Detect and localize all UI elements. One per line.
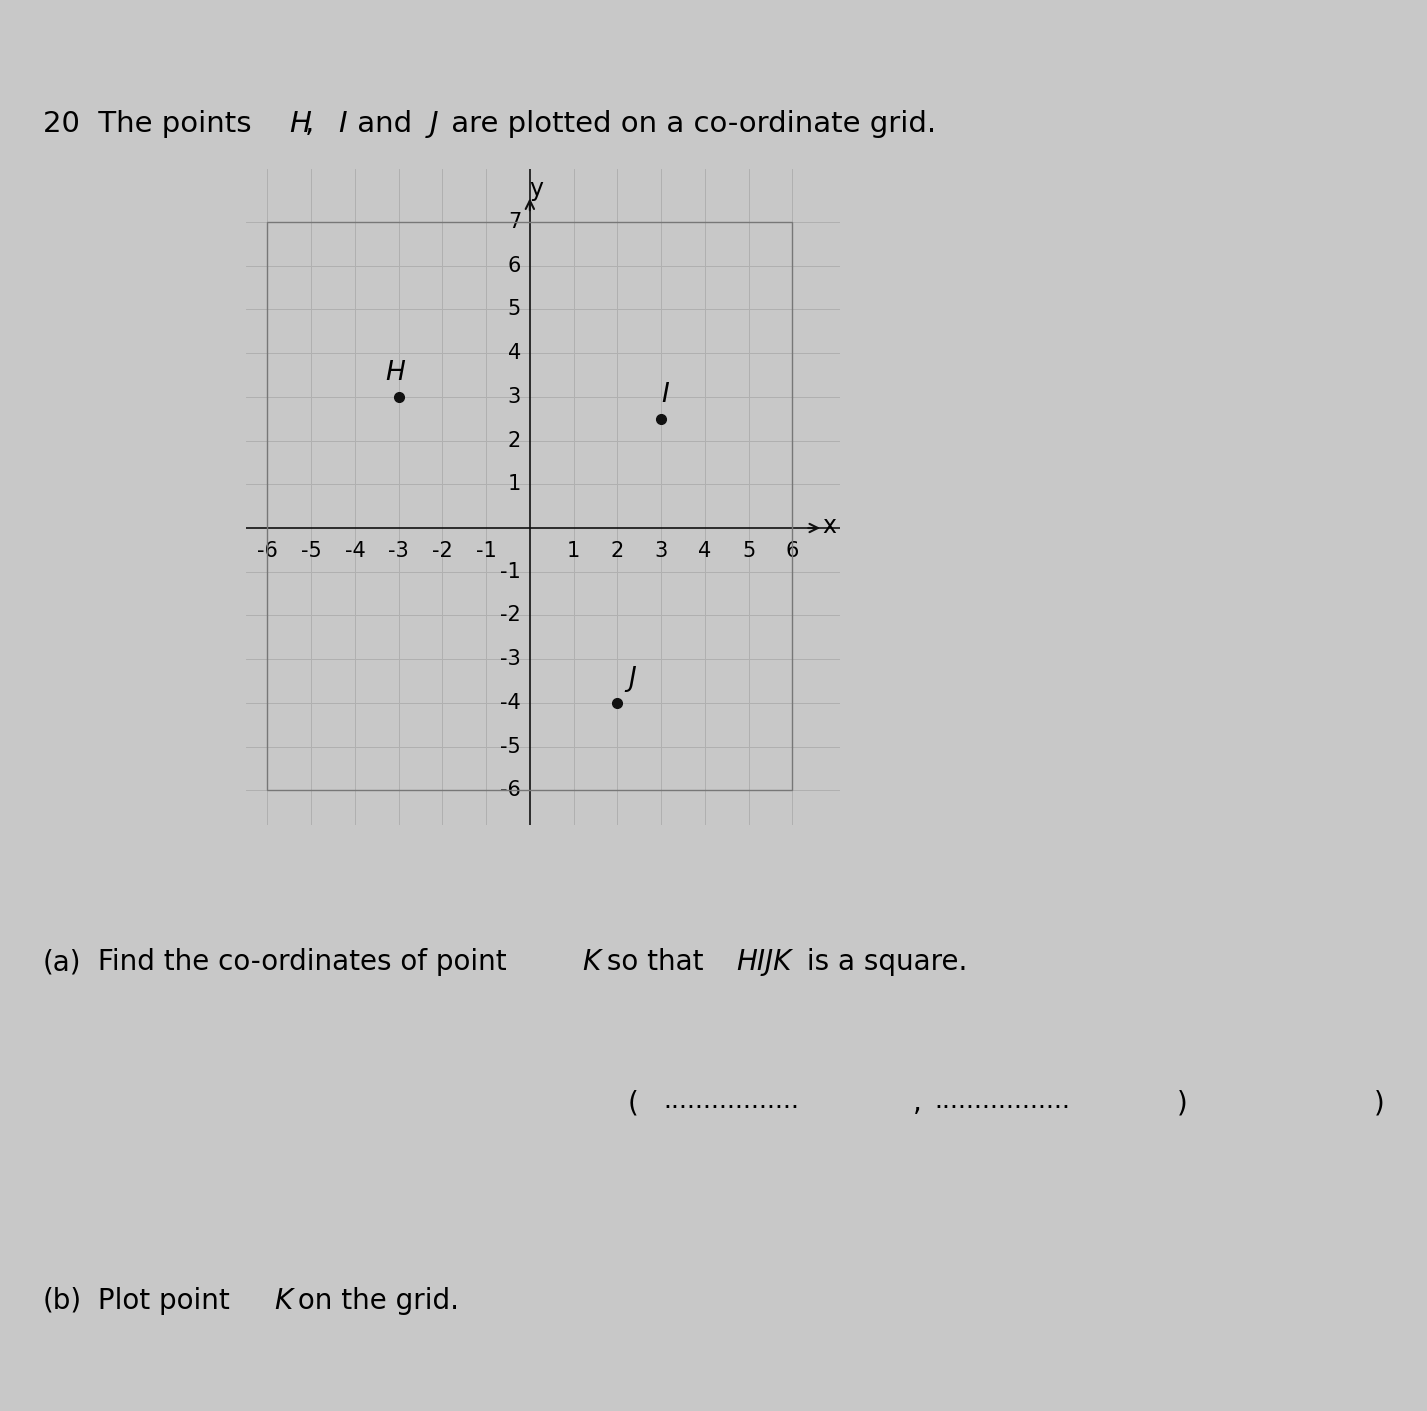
Text: Plot point: Plot point xyxy=(88,1287,238,1315)
Text: H: H xyxy=(288,110,311,138)
Text: 4: 4 xyxy=(698,540,712,562)
Text: 4: 4 xyxy=(508,343,521,363)
Text: 3: 3 xyxy=(508,387,521,406)
Text: ): ) xyxy=(1373,1089,1384,1118)
Text: (: ( xyxy=(628,1089,639,1118)
Text: -1: -1 xyxy=(475,540,497,562)
Text: -6: -6 xyxy=(501,780,521,800)
Text: ,: , xyxy=(913,1089,922,1118)
Text: H: H xyxy=(385,360,405,385)
Text: .................: ................. xyxy=(935,1089,1070,1113)
Text: 1: 1 xyxy=(508,474,521,494)
Text: y: y xyxy=(529,176,544,200)
Text: ): ) xyxy=(1177,1089,1189,1118)
Text: K: K xyxy=(582,948,601,976)
Text: -2: -2 xyxy=(501,605,521,625)
Text: HIJK: HIJK xyxy=(736,948,792,976)
Text: I: I xyxy=(338,110,347,138)
Text: -5: -5 xyxy=(301,540,321,562)
Bar xyxy=(267,222,792,790)
Text: 20  The points: 20 The points xyxy=(43,110,261,138)
Text: is a square.: is a square. xyxy=(798,948,968,976)
Text: -4: -4 xyxy=(344,540,365,562)
Text: (a): (a) xyxy=(43,948,81,976)
Text: -1: -1 xyxy=(501,562,521,581)
Text: -3: -3 xyxy=(388,540,410,562)
Text: on the grid.: on the grid. xyxy=(290,1287,459,1315)
Text: K: K xyxy=(274,1287,293,1315)
Text: 5: 5 xyxy=(742,540,755,562)
Text: are plotted on a co-ordinate grid.: are plotted on a co-ordinate grid. xyxy=(441,110,936,138)
Text: J: J xyxy=(628,666,636,691)
Text: J: J xyxy=(430,110,438,138)
Text: 2: 2 xyxy=(508,430,521,450)
Text: (b): (b) xyxy=(43,1287,81,1315)
Text: 6: 6 xyxy=(508,255,521,275)
Text: I: I xyxy=(661,382,669,408)
Text: 3: 3 xyxy=(655,540,668,562)
Text: so that: so that xyxy=(598,948,712,976)
Text: and: and xyxy=(348,110,421,138)
Text: -5: -5 xyxy=(501,737,521,756)
Text: 6: 6 xyxy=(786,540,799,562)
Text: x: x xyxy=(822,514,836,538)
Text: Find the co-ordinates of point: Find the co-ordinates of point xyxy=(88,948,515,976)
Text: -4: -4 xyxy=(501,693,521,713)
Text: 5: 5 xyxy=(508,299,521,319)
Text: -3: -3 xyxy=(501,649,521,669)
Text: 2: 2 xyxy=(611,540,624,562)
Text: ,: , xyxy=(305,110,324,138)
Text: -2: -2 xyxy=(432,540,452,562)
Text: .................: ................. xyxy=(664,1089,799,1113)
Text: 1: 1 xyxy=(567,540,581,562)
Text: 7: 7 xyxy=(508,212,521,231)
Text: -6: -6 xyxy=(257,540,278,562)
